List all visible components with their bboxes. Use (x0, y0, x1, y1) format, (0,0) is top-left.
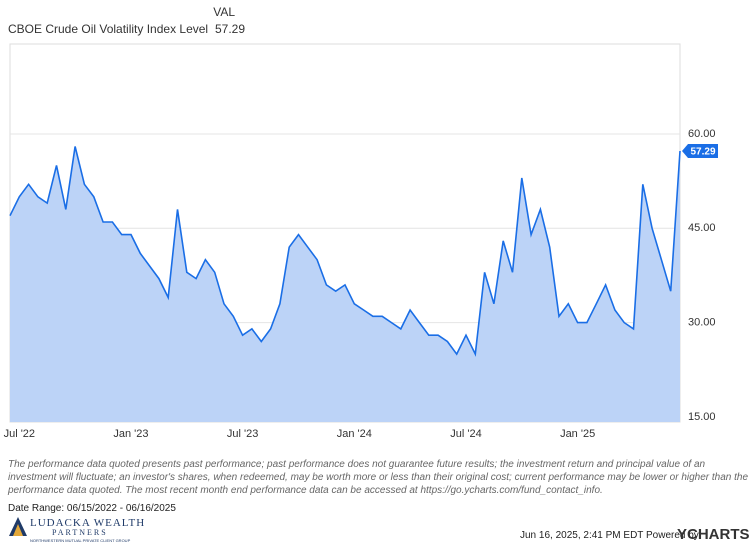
timestamp: Jun 16, 2025, 2:41 PM EDT Powered by (520, 530, 699, 541)
y-tick-label: 60.00 (688, 128, 716, 140)
x-tick-label: Jul '23 (227, 428, 258, 440)
line (9, 146, 681, 357)
x-tick-label: Jan '23 (113, 428, 148, 440)
chart: VAL CBOE Crude Oil Volatility Index Leve… (4, 5, 718, 440)
logo-line1: LUDACKA WEALTH (30, 517, 146, 529)
x-tick-label: Jan '25 (560, 428, 595, 440)
header-label: VAL (213, 5, 235, 19)
brand: YCHARTS (677, 526, 750, 543)
x-tick-label: Jul '24 (450, 428, 481, 440)
last-value-tag-label: 57.29 (690, 147, 715, 158)
disclaimer: The performance data quoted presents pas… (8, 459, 749, 496)
y-tick-label: 45.00 (688, 222, 716, 234)
logo-tagline: NORTHWESTERN MUTUAL PRIVATE CLIENT GROUP (30, 538, 131, 543)
series-name: CBOE Crude Oil Volatility Index Level (8, 22, 208, 36)
x-tick-label: Jan '24 (337, 428, 372, 440)
last-value-tag (682, 143, 718, 158)
logo-line2: PARTNERS (52, 528, 108, 537)
y-tick-label: 30.00 (688, 317, 716, 329)
logo-icon (9, 517, 27, 536)
last-value: 57.29 (215, 22, 245, 36)
date-range: Date Range: 06/15/2022 - 06/16/2025 (8, 503, 176, 514)
x-tick-label: Jul '22 (4, 428, 35, 440)
y-tick-label: 15.00 (688, 411, 716, 423)
